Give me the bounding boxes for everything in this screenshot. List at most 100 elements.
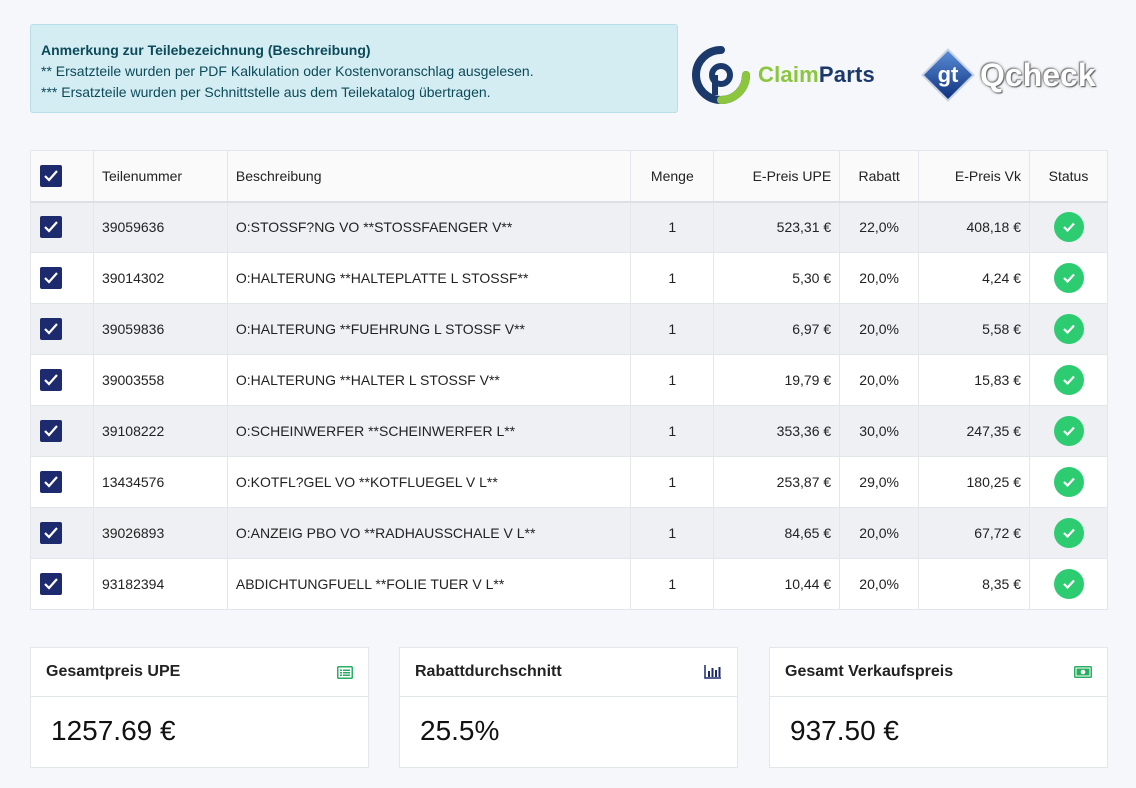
cell-description: O:ANZEIG PBO VO **RADHAUSSCHALE V L** [226, 507, 632, 559]
checkmark-icon [44, 272, 58, 284]
table-row: 93182394 ABDICHTUNGFUELL **FOLIE TUER V … [30, 558, 1108, 610]
money-bill-icon [1074, 666, 1092, 678]
cell-discount: 20,0% [839, 303, 920, 355]
cell-quantity: 1 [630, 405, 715, 457]
cell-price-vk: 67,72 € [918, 507, 1030, 559]
total-upe-card: Gesamtpreis UPE 1257.69 € [30, 647, 369, 768]
checkmark-icon [44, 527, 58, 539]
row-checkbox[interactable] [40, 573, 62, 595]
cell-price-upe: 253,87 € [713, 456, 841, 508]
status-ok-icon [1053, 212, 1084, 243]
average-discount-label: Rabattdurchschnitt [415, 663, 562, 680]
cell-description: O:HALTERUNG **HALTEPLATTE L STOSSF** [226, 252, 632, 304]
gt-mark-text: gt [938, 62, 959, 87]
header-price-vk: E-Preis Vk [918, 150, 1030, 203]
cell-price-vk: 15,83 € [918, 354, 1030, 406]
cell-price-upe: 84,65 € [713, 507, 841, 559]
status-ok-icon [1053, 518, 1084, 548]
total-sales-price-card: Gesamt Verkaufspreis 937.50 € [769, 647, 1108, 768]
table-row: 39059636 O:STOSSF?NG VO **STOSSFAENGER V… [30, 201, 1108, 253]
cell-discount: 29,0% [839, 456, 920, 508]
status-ok-icon [1053, 569, 1084, 599]
total-sales-price-label: Gesamt Verkaufspreis [785, 663, 954, 680]
header-select-all[interactable] [30, 150, 94, 203]
cell-discount: 20,0% [839, 507, 920, 559]
cell-price-vk: 408,18 € [918, 201, 1030, 253]
header-price-upe: E-Preis UPE [713, 150, 841, 203]
claimparts-wordmark: ClaimParts [758, 62, 875, 88]
card-header: Gesamtpreis UPE [31, 648, 368, 697]
header-status: Status [1029, 150, 1108, 203]
cell-description: O:STOSSF?NG VO **STOSSFAENGER V** [226, 201, 632, 253]
cell-price-upe: 6,97 € [713, 303, 841, 355]
cell-discount: 20,0% [839, 558, 920, 610]
cell-description: O:HALTERUNG **FUEHRUNG L STOSSF V** [226, 303, 632, 355]
header-description: Beschreibung [226, 150, 632, 203]
select-all-checkbox[interactable] [40, 164, 62, 187]
cell-price-upe: 10,44 € [713, 558, 841, 610]
checkmark-icon [44, 425, 58, 437]
row-checkbox[interactable] [40, 369, 62, 391]
card-header: Rabattdurchschnitt [400, 648, 737, 697]
row-checkbox[interactable] [40, 471, 62, 493]
status-ok-icon [1053, 314, 1084, 344]
checkmark-icon [44, 374, 58, 386]
cell-discount: 22,0% [839, 201, 920, 253]
row-checkbox[interactable] [40, 267, 62, 289]
cell-quantity: 1 [630, 507, 715, 559]
cell-price-vk: 180,25 € [918, 456, 1030, 508]
table-row: 39014302 O:HALTERUNG **HALTEPLATTE L STO… [30, 252, 1108, 304]
table-row: 39059836 O:HALTERUNG **FUEHRUNG L STOSSF… [30, 303, 1108, 355]
checkmark-icon [44, 170, 58, 182]
claimparts-wordmark-claim: Claim [758, 62, 819, 87]
cell-quantity: 1 [630, 354, 715, 406]
cell-part-number: 39108222 [92, 405, 228, 457]
claimparts-logo-icon [692, 46, 750, 104]
table-header-row: Teilenummer Beschreibung Menge E-Preis U… [30, 150, 1108, 203]
row-checkbox[interactable] [40, 318, 62, 340]
cell-part-number: 13434576 [92, 456, 228, 508]
checkmark-icon [44, 578, 58, 590]
table-row: 39026893 O:ANZEIG PBO VO **RADHAUSSCHALE… [30, 507, 1108, 559]
cell-price-upe: 523,31 € [713, 201, 841, 253]
qcheck-wordmark: Qcheck [980, 56, 1096, 93]
total-sales-price-value: 937.50 € [790, 715, 899, 746]
cell-description: O:HALTERUNG **HALTER L STOSSF V** [226, 354, 632, 406]
status-ok-icon [1053, 416, 1084, 446]
row-checkbox[interactable] [40, 420, 62, 442]
gt-qcheck-logo: gt Qcheck [918, 44, 1108, 106]
cell-part-number: 39014302 [92, 252, 228, 304]
total-upe-value: 1257.69 € [51, 715, 176, 746]
table-row: 39108222 O:SCHEINWERFER **SCHEINWERFER L… [30, 405, 1108, 457]
cell-quantity: 1 [630, 303, 715, 355]
status-ok-icon [1053, 365, 1084, 395]
cell-part-number: 39026893 [92, 507, 228, 559]
checkmark-icon [44, 323, 58, 335]
gt-diamond-icon: gt [921, 48, 975, 102]
note-title: Anmerkung zur Teilebezeichnung (Beschrei… [41, 42, 371, 58]
cell-price-upe: 5,30 € [713, 252, 841, 304]
list-alt-icon [337, 665, 353, 679]
card-header: Gesamt Verkaufspreis [770, 648, 1107, 697]
cell-quantity: 1 [630, 201, 715, 253]
status-ok-icon [1053, 263, 1084, 293]
cell-discount: 20,0% [839, 252, 920, 304]
cell-part-number: 39059836 [92, 303, 228, 355]
row-checkbox[interactable] [40, 216, 62, 239]
average-discount-card: Rabattdurchschnitt 25.5% [399, 647, 738, 768]
note-line-interface: *** Ersatzteile wurden per Schnittstelle… [41, 84, 491, 100]
table-row: 39003558 O:HALTERUNG **HALTER L STOSSF V… [30, 354, 1108, 406]
cell-price-upe: 19,79 € [713, 354, 841, 406]
checkmark-icon [44, 476, 58, 488]
cell-part-number: 39003558 [92, 354, 228, 406]
status-ok-icon [1053, 467, 1084, 497]
cell-price-vk: 5,58 € [918, 303, 1030, 355]
row-checkbox[interactable] [40, 522, 62, 544]
header-part-number: Teilenummer [92, 150, 228, 203]
total-upe-label: Gesamtpreis UPE [46, 663, 181, 680]
cell-quantity: 1 [630, 456, 715, 508]
claimparts-wordmark-parts: Parts [818, 62, 875, 87]
parts-table: Teilenummer Beschreibung Menge E-Preis U… [30, 150, 1108, 610]
cell-price-vk: 247,35 € [918, 405, 1030, 457]
bar-chart-icon [704, 665, 721, 679]
